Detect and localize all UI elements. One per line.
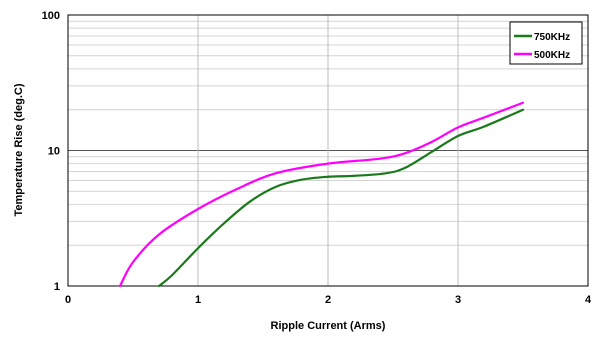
series-line-500khz	[118, 101, 525, 288]
x-tick-label: 2	[325, 294, 331, 306]
x-axis-title: Ripple Current (Arms)	[271, 320, 386, 332]
grid	[68, 15, 588, 286]
y-tick-label: 100	[42, 10, 60, 22]
legend-box	[509, 21, 583, 65]
x-tick-label: 3	[455, 294, 461, 306]
x-tick-label: 0	[65, 294, 71, 306]
legend-label-500khz: 500KHz	[534, 50, 570, 61]
legend-label-750khz: 750KHz	[534, 32, 570, 43]
x-tick-label: 4	[585, 294, 592, 306]
plot-area	[67, 14, 589, 287]
y-tick-label: 1	[54, 281, 60, 293]
y-tick-label: 10	[48, 146, 60, 158]
x-tick-label: 1	[195, 294, 201, 306]
y-axis-title: Temperature Rise (deg.C)	[13, 83, 25, 216]
legend: 750KHz 500KHz	[509, 21, 583, 65]
series-layer	[118, 101, 525, 288]
series-line-750khz	[157, 108, 525, 288]
